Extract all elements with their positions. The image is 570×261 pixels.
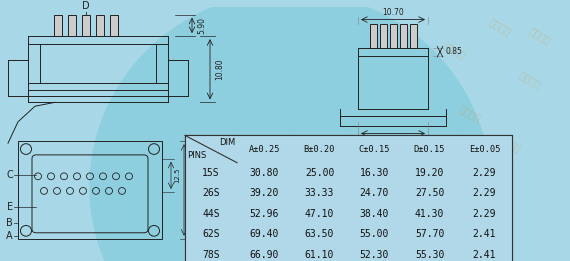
Text: 2.41: 2.41 bbox=[473, 250, 496, 260]
Text: C±0.15: C±0.15 bbox=[359, 145, 390, 153]
Bar bbox=[389, 25, 397, 48]
Text: 39.20: 39.20 bbox=[250, 188, 279, 198]
Bar bbox=[185, 135, 512, 261]
Bar bbox=[54, 15, 62, 36]
Text: E: E bbox=[7, 203, 13, 212]
Text: 62S: 62S bbox=[202, 229, 220, 239]
Text: 41.30: 41.30 bbox=[415, 209, 444, 219]
Text: 2.29: 2.29 bbox=[473, 188, 496, 198]
Bar bbox=[409, 25, 417, 48]
Text: 55.00: 55.00 bbox=[360, 229, 389, 239]
Circle shape bbox=[90, 0, 490, 261]
Text: 统力电子: 统力电子 bbox=[487, 16, 512, 37]
Text: PINS: PINS bbox=[187, 151, 206, 160]
Bar bbox=[82, 15, 90, 36]
Text: 5.90: 5.90 bbox=[197, 17, 206, 34]
Text: 2.41: 2.41 bbox=[473, 229, 496, 239]
Bar bbox=[96, 15, 104, 36]
Text: A: A bbox=[6, 231, 13, 241]
Text: 25.00: 25.00 bbox=[305, 168, 334, 178]
Text: 24.70: 24.70 bbox=[360, 188, 389, 198]
Text: 52.96: 52.96 bbox=[250, 209, 279, 219]
Text: C: C bbox=[6, 170, 13, 180]
Text: 15S: 15S bbox=[202, 168, 220, 178]
Bar bbox=[380, 25, 386, 48]
Text: 2.29: 2.29 bbox=[473, 209, 496, 219]
Text: 2.29: 2.29 bbox=[473, 168, 496, 178]
Text: DIM: DIM bbox=[219, 138, 235, 147]
Text: D±0.15: D±0.15 bbox=[414, 145, 445, 153]
Text: 69.40: 69.40 bbox=[250, 229, 279, 239]
Text: B±0.20: B±0.20 bbox=[304, 145, 335, 153]
Text: 统力电子: 统力电子 bbox=[527, 26, 553, 46]
Text: 39.6: 39.6 bbox=[187, 182, 193, 198]
Text: 统力电子: 统力电子 bbox=[457, 104, 483, 124]
Text: 55.30: 55.30 bbox=[415, 250, 444, 260]
Text: 30.80: 30.80 bbox=[250, 168, 279, 178]
Text: B: B bbox=[6, 218, 13, 228]
Text: 19.20: 19.20 bbox=[415, 168, 444, 178]
Text: 0.85: 0.85 bbox=[445, 47, 462, 56]
Bar bbox=[400, 25, 406, 48]
Text: 44S: 44S bbox=[202, 209, 220, 219]
Text: 52.30: 52.30 bbox=[360, 250, 389, 260]
Text: 统力电子: 统力电子 bbox=[497, 133, 523, 153]
Text: 统力电子: 统力电子 bbox=[518, 70, 543, 90]
Text: 16.30: 16.30 bbox=[360, 168, 389, 178]
Text: E±0.05: E±0.05 bbox=[469, 145, 500, 153]
Text: 12.5: 12.5 bbox=[174, 168, 180, 183]
Text: 61.10: 61.10 bbox=[305, 250, 334, 260]
Text: 统力电子: 统力电子 bbox=[442, 40, 467, 61]
Bar bbox=[68, 15, 76, 36]
Bar bbox=[369, 25, 377, 48]
Text: 78S: 78S bbox=[202, 250, 220, 260]
Text: 26S: 26S bbox=[202, 188, 220, 198]
Text: 47.10: 47.10 bbox=[305, 209, 334, 219]
Text: 33.33: 33.33 bbox=[305, 188, 334, 198]
Bar bbox=[18, 141, 162, 239]
Text: 57.70: 57.70 bbox=[415, 229, 444, 239]
Text: 27.50: 27.50 bbox=[415, 188, 444, 198]
Bar bbox=[110, 15, 118, 36]
Text: 66.90: 66.90 bbox=[250, 250, 279, 260]
Text: 10.80: 10.80 bbox=[215, 58, 224, 80]
Text: 63.50: 63.50 bbox=[305, 229, 334, 239]
Text: A±0.25: A±0.25 bbox=[249, 145, 280, 153]
Text: 7.90: 7.90 bbox=[385, 137, 401, 146]
Text: D: D bbox=[82, 1, 90, 11]
Text: 10.70: 10.70 bbox=[382, 8, 404, 17]
Text: 38.40: 38.40 bbox=[360, 209, 389, 219]
